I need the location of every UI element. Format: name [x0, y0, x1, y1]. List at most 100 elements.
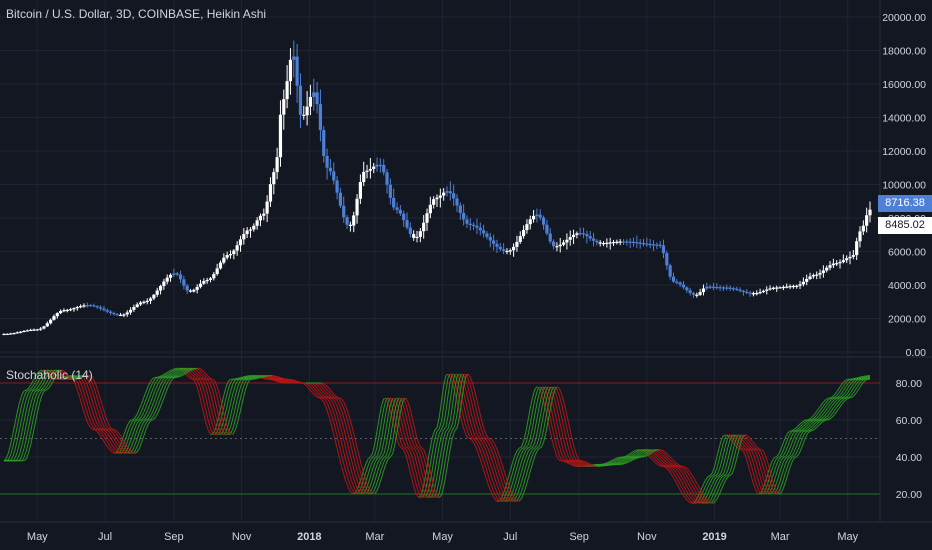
- candle-body[interactable]: [142, 301, 146, 303]
- candle-body[interactable]: [355, 198, 359, 216]
- candle-body[interactable]: [265, 201, 269, 214]
- candle-body[interactable]: [175, 273, 179, 275]
- candle-body[interactable]: [565, 239, 569, 243]
- candle-body[interactable]: [435, 197, 439, 200]
- indicator-title[interactable]: Stochaholic (14): [6, 368, 93, 382]
- candle-body[interactable]: [262, 213, 266, 216]
- candle-body[interactable]: [338, 192, 343, 206]
- candle-body[interactable]: [648, 243, 652, 246]
- candle-body[interactable]: [748, 292, 752, 294]
- candle-body[interactable]: [252, 225, 256, 230]
- candle-body[interactable]: [458, 205, 462, 213]
- candle-body[interactable]: [215, 268, 219, 275]
- candle-body[interactable]: [168, 274, 173, 278]
- candle-body[interactable]: [618, 241, 622, 243]
- candle-body[interactable]: [472, 224, 476, 226]
- candle-body[interactable]: [275, 157, 279, 173]
- candle-body[interactable]: [478, 227, 482, 231]
- candle-body[interactable]: [555, 246, 559, 248]
- candle-body[interactable]: [182, 279, 186, 286]
- candle-body[interactable]: [89, 305, 93, 307]
- candle-body[interactable]: [505, 250, 509, 253]
- candle-body[interactable]: [668, 265, 672, 277]
- candle-body[interactable]: [665, 253, 669, 266]
- candle-body[interactable]: [541, 217, 546, 225]
- candle-body[interactable]: [482, 230, 486, 234]
- candle-body[interactable]: [465, 219, 469, 224]
- candle-body[interactable]: [188, 290, 193, 292]
- candle-body[interactable]: [761, 290, 766, 293]
- candle-body[interactable]: [98, 307, 103, 309]
- candle-body[interactable]: [588, 236, 592, 239]
- candle-body[interactable]: [272, 172, 276, 185]
- candle-body[interactable]: [335, 180, 339, 193]
- candle-body[interactable]: [372, 166, 376, 169]
- candle-body[interactable]: [235, 245, 239, 251]
- candle-body[interactable]: [422, 222, 426, 232]
- candle-body[interactable]: [641, 243, 646, 245]
- candle-body[interactable]: [685, 287, 689, 291]
- stochastic-lines[interactable]: [3, 367, 871, 504]
- candle-body[interactable]: [385, 172, 389, 185]
- candle-body[interactable]: [72, 308, 76, 310]
- candle-body[interactable]: [428, 204, 432, 214]
- candle-body[interactable]: [315, 92, 319, 105]
- candle-body[interactable]: [65, 309, 69, 312]
- candle-body[interactable]: [578, 233, 582, 235]
- candle-body[interactable]: [835, 263, 839, 265]
- candle-body[interactable]: [122, 314, 126, 316]
- candle-body[interactable]: [52, 316, 56, 320]
- candle-body[interactable]: [325, 155, 329, 168]
- candle-body[interactable]: [255, 220, 259, 226]
- candle-body[interactable]: [615, 241, 619, 243]
- candle-body[interactable]: [172, 273, 176, 275]
- candle-body[interactable]: [365, 170, 369, 172]
- candle-body[interactable]: [728, 287, 732, 289]
- candle-body[interactable]: [318, 104, 323, 131]
- candle-body[interactable]: [551, 241, 556, 247]
- candle-body[interactable]: [795, 285, 799, 287]
- candle-body[interactable]: [305, 106, 309, 116]
- candle-body[interactable]: [468, 223, 472, 225]
- candle-body[interactable]: [392, 197, 396, 208]
- candle-body[interactable]: [345, 217, 349, 225]
- candle-body[interactable]: [831, 263, 835, 266]
- candle-body[interactable]: [738, 289, 742, 291]
- candle-body[interactable]: [75, 307, 79, 309]
- candle-body[interactable]: [245, 230, 249, 235]
- candle-body[interactable]: [195, 286, 199, 290]
- candle-body[interactable]: [821, 270, 825, 273]
- time-axis[interactable]: May Jul Sep Nov 2018 Mar May Jul Sep Nov 2019 Mar Ma…: [27, 531, 859, 543]
- candle-body[interactable]: [415, 236, 419, 239]
- candle-body[interactable]: [302, 114, 306, 116]
- candle-body[interactable]: [711, 286, 716, 288]
- candle-body[interactable]: [638, 242, 642, 244]
- candle-body[interactable]: [238, 239, 243, 246]
- candle-body[interactable]: [452, 193, 456, 199]
- candle-body[interactable]: [212, 274, 216, 279]
- candle-body[interactable]: [162, 281, 166, 286]
- candle-body[interactable]: [198, 283, 203, 287]
- candle-body[interactable]: [508, 250, 512, 252]
- candle-body[interactable]: [35, 329, 39, 331]
- candle-body[interactable]: [138, 302, 143, 305]
- candle-body[interactable]: [598, 242, 602, 244]
- candle-body[interactable]: [845, 258, 849, 261]
- candle-body[interactable]: [288, 59, 293, 82]
- candle-body[interactable]: [538, 214, 542, 218]
- candle-body[interactable]: [475, 225, 479, 228]
- candle-body[interactable]: [308, 96, 313, 107]
- candle-body[interactable]: [402, 213, 406, 221]
- candle-body[interactable]: [298, 85, 303, 115]
- candle-body[interactable]: [705, 286, 709, 289]
- candle-body[interactable]: [515, 241, 519, 247]
- candle-body[interactable]: [135, 304, 139, 308]
- candle-body[interactable]: [818, 272, 822, 275]
- candle-body[interactable]: [342, 205, 346, 218]
- candle-body[interactable]: [49, 319, 53, 324]
- candle-body[interactable]: [522, 230, 526, 237]
- candle-body[interactable]: [278, 114, 283, 158]
- candle-body[interactable]: [671, 276, 676, 282]
- candle-body[interactable]: [82, 305, 86, 307]
